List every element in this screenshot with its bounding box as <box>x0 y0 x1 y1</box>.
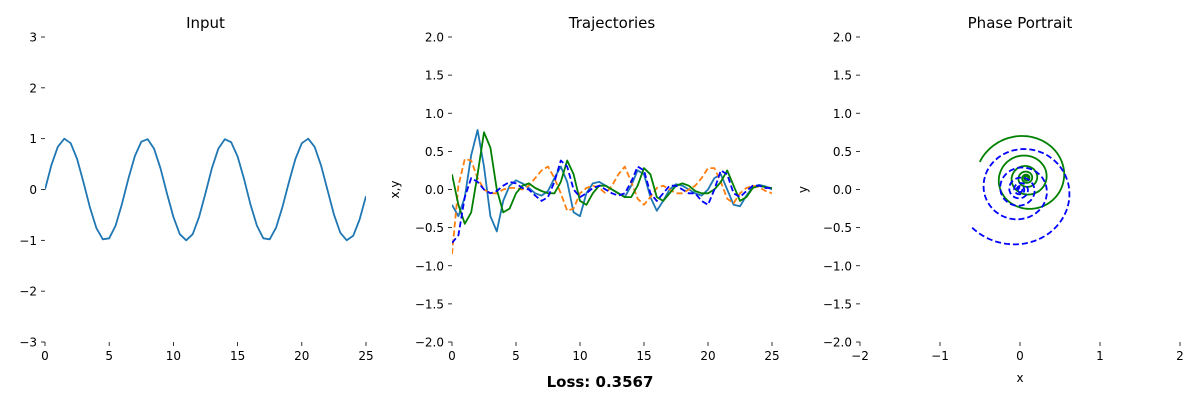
phase-portrait-xtick-label: 0 <box>1016 349 1024 363</box>
input-xtick-label: 10 <box>166 349 181 363</box>
phase-portrait-ytick-label: 1.5 <box>833 69 852 83</box>
input-ytick-label: 0 <box>29 183 37 197</box>
trajectories-xtick-label: 20 <box>700 349 715 363</box>
trajectories-ytick-label: 0.5 <box>425 145 444 159</box>
phase-portrait-ytick-label: 0.0 <box>833 183 852 197</box>
phase-portrait-ytick-label: −2.0 <box>823 336 852 350</box>
trajectories-xtick-label: 25 <box>764 349 779 363</box>
input-ytick-label: 1 <box>29 132 37 146</box>
trajectories-ytick-label: 0.0 <box>425 183 444 197</box>
input-ytick-label: 2 <box>29 81 37 95</box>
trajectories-xtick-label: 5 <box>512 349 520 363</box>
trajectories-ytick-label: −0.5 <box>415 221 444 235</box>
trajectories-series-3 <box>452 159 772 244</box>
trajectories-xtick-label: 10 <box>572 349 587 363</box>
input-ytick-label: 3 <box>29 31 37 45</box>
input-ytick-label: −3 <box>19 336 37 350</box>
trajectories-ytick-label: −1.5 <box>415 297 444 311</box>
phase-portrait-ytick-label: −1.5 <box>823 297 852 311</box>
trajectories-ytick-label: −1.0 <box>415 259 444 273</box>
input-series-0 <box>45 137 366 242</box>
loss-label: Loss: 0.3567 <box>547 373 654 391</box>
trajectories-title: Trajectories <box>568 14 656 32</box>
phase-portrait-xlabel: x <box>1016 371 1023 385</box>
phase-portrait-xtick-label: 2 <box>1176 349 1184 363</box>
chart-input: Input 0 5 10 15 20 25 −3 −2 −1 0 1 2 3 <box>19 14 373 363</box>
phase-portrait-xtick-label: −1 <box>931 349 949 363</box>
phase-portrait-ytick-label: −0.5 <box>823 221 852 235</box>
trajectories-ytick-label: 2.0 <box>425 31 444 45</box>
chart-trajectories: Trajectories 0 5 10 15 20 25 −2.0 −1.5 −1.0 −0.5 0.… <box>388 14 780 363</box>
phase-portrait-ytick-label: 2.0 <box>833 31 852 45</box>
input-xtick-label: 5 <box>105 349 113 363</box>
trajectories-ytick-label: −2.0 <box>415 336 444 350</box>
phase-portrait-title: Phase Portrait <box>968 14 1073 32</box>
input-xtick-label: 25 <box>358 349 373 363</box>
input-xtick-label: 20 <box>294 349 309 363</box>
phase-portrait-xtick-label: 1 <box>1096 349 1104 363</box>
phase-portrait-ytick-label: −1.0 <box>823 259 852 273</box>
input-xtick-label: 0 <box>41 349 49 363</box>
input-xtick-label: 15 <box>230 349 245 363</box>
trajectories-ytick-label: 1.0 <box>425 107 444 121</box>
trajectories-xtick-label: 0 <box>448 349 456 363</box>
chart-phase-portrait: Phase Portrait −2 −1 0 1 2 −2.0 −1.5 −1.0 −0.5 0.0… <box>796 14 1184 385</box>
phase-portrait-ytick-label: 1.0 <box>833 107 852 121</box>
trajectories-xtick-label: 15 <box>636 349 651 363</box>
trajectories-series-0 <box>452 129 772 233</box>
trajectories-series-2 <box>452 131 772 225</box>
trajectories-ytick-label: 1.5 <box>425 69 444 83</box>
phase-portrait-xtick-label: −2 <box>851 349 869 363</box>
input-ytick-label: −1 <box>19 234 37 248</box>
phase-portrait-ylabel: y <box>796 186 810 193</box>
trajectories-ylabel: x,y <box>388 180 402 198</box>
input-ytick-label: −2 <box>19 285 37 299</box>
phase-portrait-ytick-label: 0.5 <box>833 145 852 159</box>
input-title: Input <box>186 14 225 32</box>
